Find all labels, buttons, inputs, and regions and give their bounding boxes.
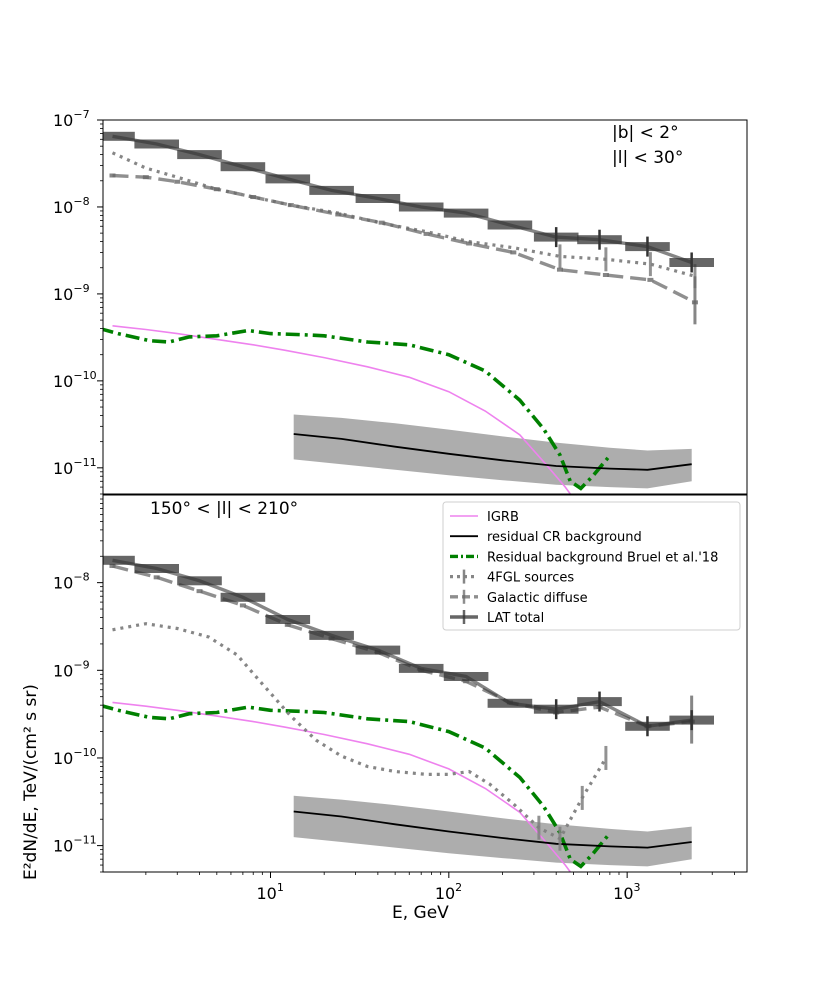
- y-tick-label-top: 10−11: [53, 456, 97, 478]
- tick-exponent: −9: [73, 658, 89, 671]
- legend-box: [442, 501, 741, 631]
- lat-bin: [220, 592, 266, 602]
- tick-exponent: 3: [634, 881, 641, 894]
- lat-bin: [265, 174, 311, 184]
- lat-bin: [309, 185, 354, 195]
- tick-base: 10: [53, 749, 73, 768]
- bruel-line-top: [103, 327, 610, 491]
- lat-bin: [309, 630, 354, 640]
- residual-cr-band-top: [293, 414, 692, 489]
- lat-bin: [443, 672, 489, 681]
- lat-bin: [398, 202, 444, 212]
- igrb-line-top: [112, 325, 572, 494]
- tick-base: 10: [613, 884, 633, 903]
- panel-label-top: |b| < 2°: [612, 123, 679, 143]
- axes: 10−1110−1010−910−810−710−1110−1010−910−8…: [21, 108, 748, 923]
- tick-base: 10: [53, 574, 73, 593]
- lat-bin: [177, 150, 222, 160]
- bottom-panel: 150° < |l| < 210°: [103, 499, 714, 872]
- tick-exponent: −7: [73, 108, 89, 121]
- lat-bin: [487, 698, 533, 708]
- panel-frame-bottom: [102, 494, 748, 873]
- lat-bin: [355, 645, 401, 655]
- tick-exponent: −11: [73, 834, 96, 847]
- lat-bin: [398, 663, 444, 673]
- lat-bin: [177, 576, 222, 586]
- legend-label-bruel: Residual background Bruel et al.'18: [487, 550, 718, 565]
- y-tick-label-bottom: 10−8: [53, 571, 90, 593]
- panel-label-bottom: 150° < |l| < 210°: [150, 499, 298, 519]
- tick-base: 10: [53, 111, 73, 130]
- fgl-line-top: [111, 151, 696, 278]
- plot-area-top: [103, 131, 714, 494]
- tick-exponent: 2: [455, 881, 462, 894]
- tick-exponent: −9: [73, 282, 89, 295]
- tick-exponent: −10: [73, 746, 96, 759]
- legend-label-igrb: IGRB: [487, 510, 519, 525]
- legend-label-residual_cr: residual CR background: [487, 530, 642, 545]
- diffuse-line-top: [112, 173, 696, 304]
- x-tick-label: 101: [257, 881, 284, 903]
- x-tick-label: 103: [613, 881, 640, 903]
- y-axis-title: E²dN/dE, TeV/(cm² s sr): [21, 684, 41, 880]
- tick-exponent: −8: [73, 195, 89, 208]
- residual-cr-line-bottom: [293, 810, 692, 849]
- tick-base: 10: [53, 837, 73, 856]
- y-tick-label-bottom: 10−10: [53, 746, 97, 768]
- x-axis-title: E, GeV: [392, 903, 449, 923]
- tick-exponent: −10: [73, 369, 96, 382]
- legend-label-lat: LAT total: [487, 611, 544, 626]
- lat-bin: [265, 615, 311, 624]
- x-tick-label: 102: [435, 881, 462, 903]
- lat-bin: [443, 208, 489, 218]
- y-tick-label-top: 10−9: [53, 282, 90, 304]
- lat-bin: [355, 194, 401, 203]
- residual-cr-band-bottom: [293, 795, 692, 867]
- bruel-line-bottom: [103, 704, 610, 869]
- lat-bin: [134, 139, 179, 149]
- y-tick-label-bottom: 10−9: [53, 658, 90, 680]
- panel-label-top: |l| < 30°: [612, 148, 683, 168]
- plot-area-bottom: [103, 555, 714, 872]
- tick-base: 10: [53, 661, 73, 680]
- y-tick-label-bottom: 10−11: [53, 834, 97, 856]
- tick-exponent: −11: [73, 456, 96, 469]
- residual-cr-line-top: [293, 433, 692, 471]
- lat-bin: [103, 555, 135, 565]
- tick-base: 10: [257, 884, 277, 903]
- lat-bin: [487, 220, 533, 230]
- lat-bin: [103, 131, 135, 141]
- top-panel: |b| < 2° |l| < 30°: [103, 123, 714, 494]
- fgl-line-bottom: [112, 622, 608, 841]
- tick-exponent: 1: [277, 881, 284, 894]
- diffuse-line-bottom: [112, 564, 692, 729]
- y-tick-label-top: 10−10: [53, 369, 97, 391]
- igrb-line-bottom: [112, 701, 572, 872]
- tick-exponent: −8: [73, 571, 89, 584]
- y-tick-label-top: 10−8: [53, 195, 90, 217]
- tick-base: 10: [435, 884, 455, 903]
- lat-bin: [220, 162, 266, 172]
- legend: IGRB residual CR background Residual backg…: [442, 501, 741, 631]
- lat-bin: [134, 564, 179, 573]
- tick-base: 10: [53, 459, 73, 478]
- legend-label-fgl: 4FGL sources: [487, 571, 574, 586]
- tick-base: 10: [53, 198, 73, 217]
- tick-base: 10: [53, 285, 73, 304]
- legend-label-diffuse: Galactic diffuse: [487, 591, 588, 606]
- tick-base: 10: [53, 372, 73, 391]
- panel-frame-top: [102, 119, 748, 495]
- y-tick-label-top: 10−7: [53, 108, 90, 130]
